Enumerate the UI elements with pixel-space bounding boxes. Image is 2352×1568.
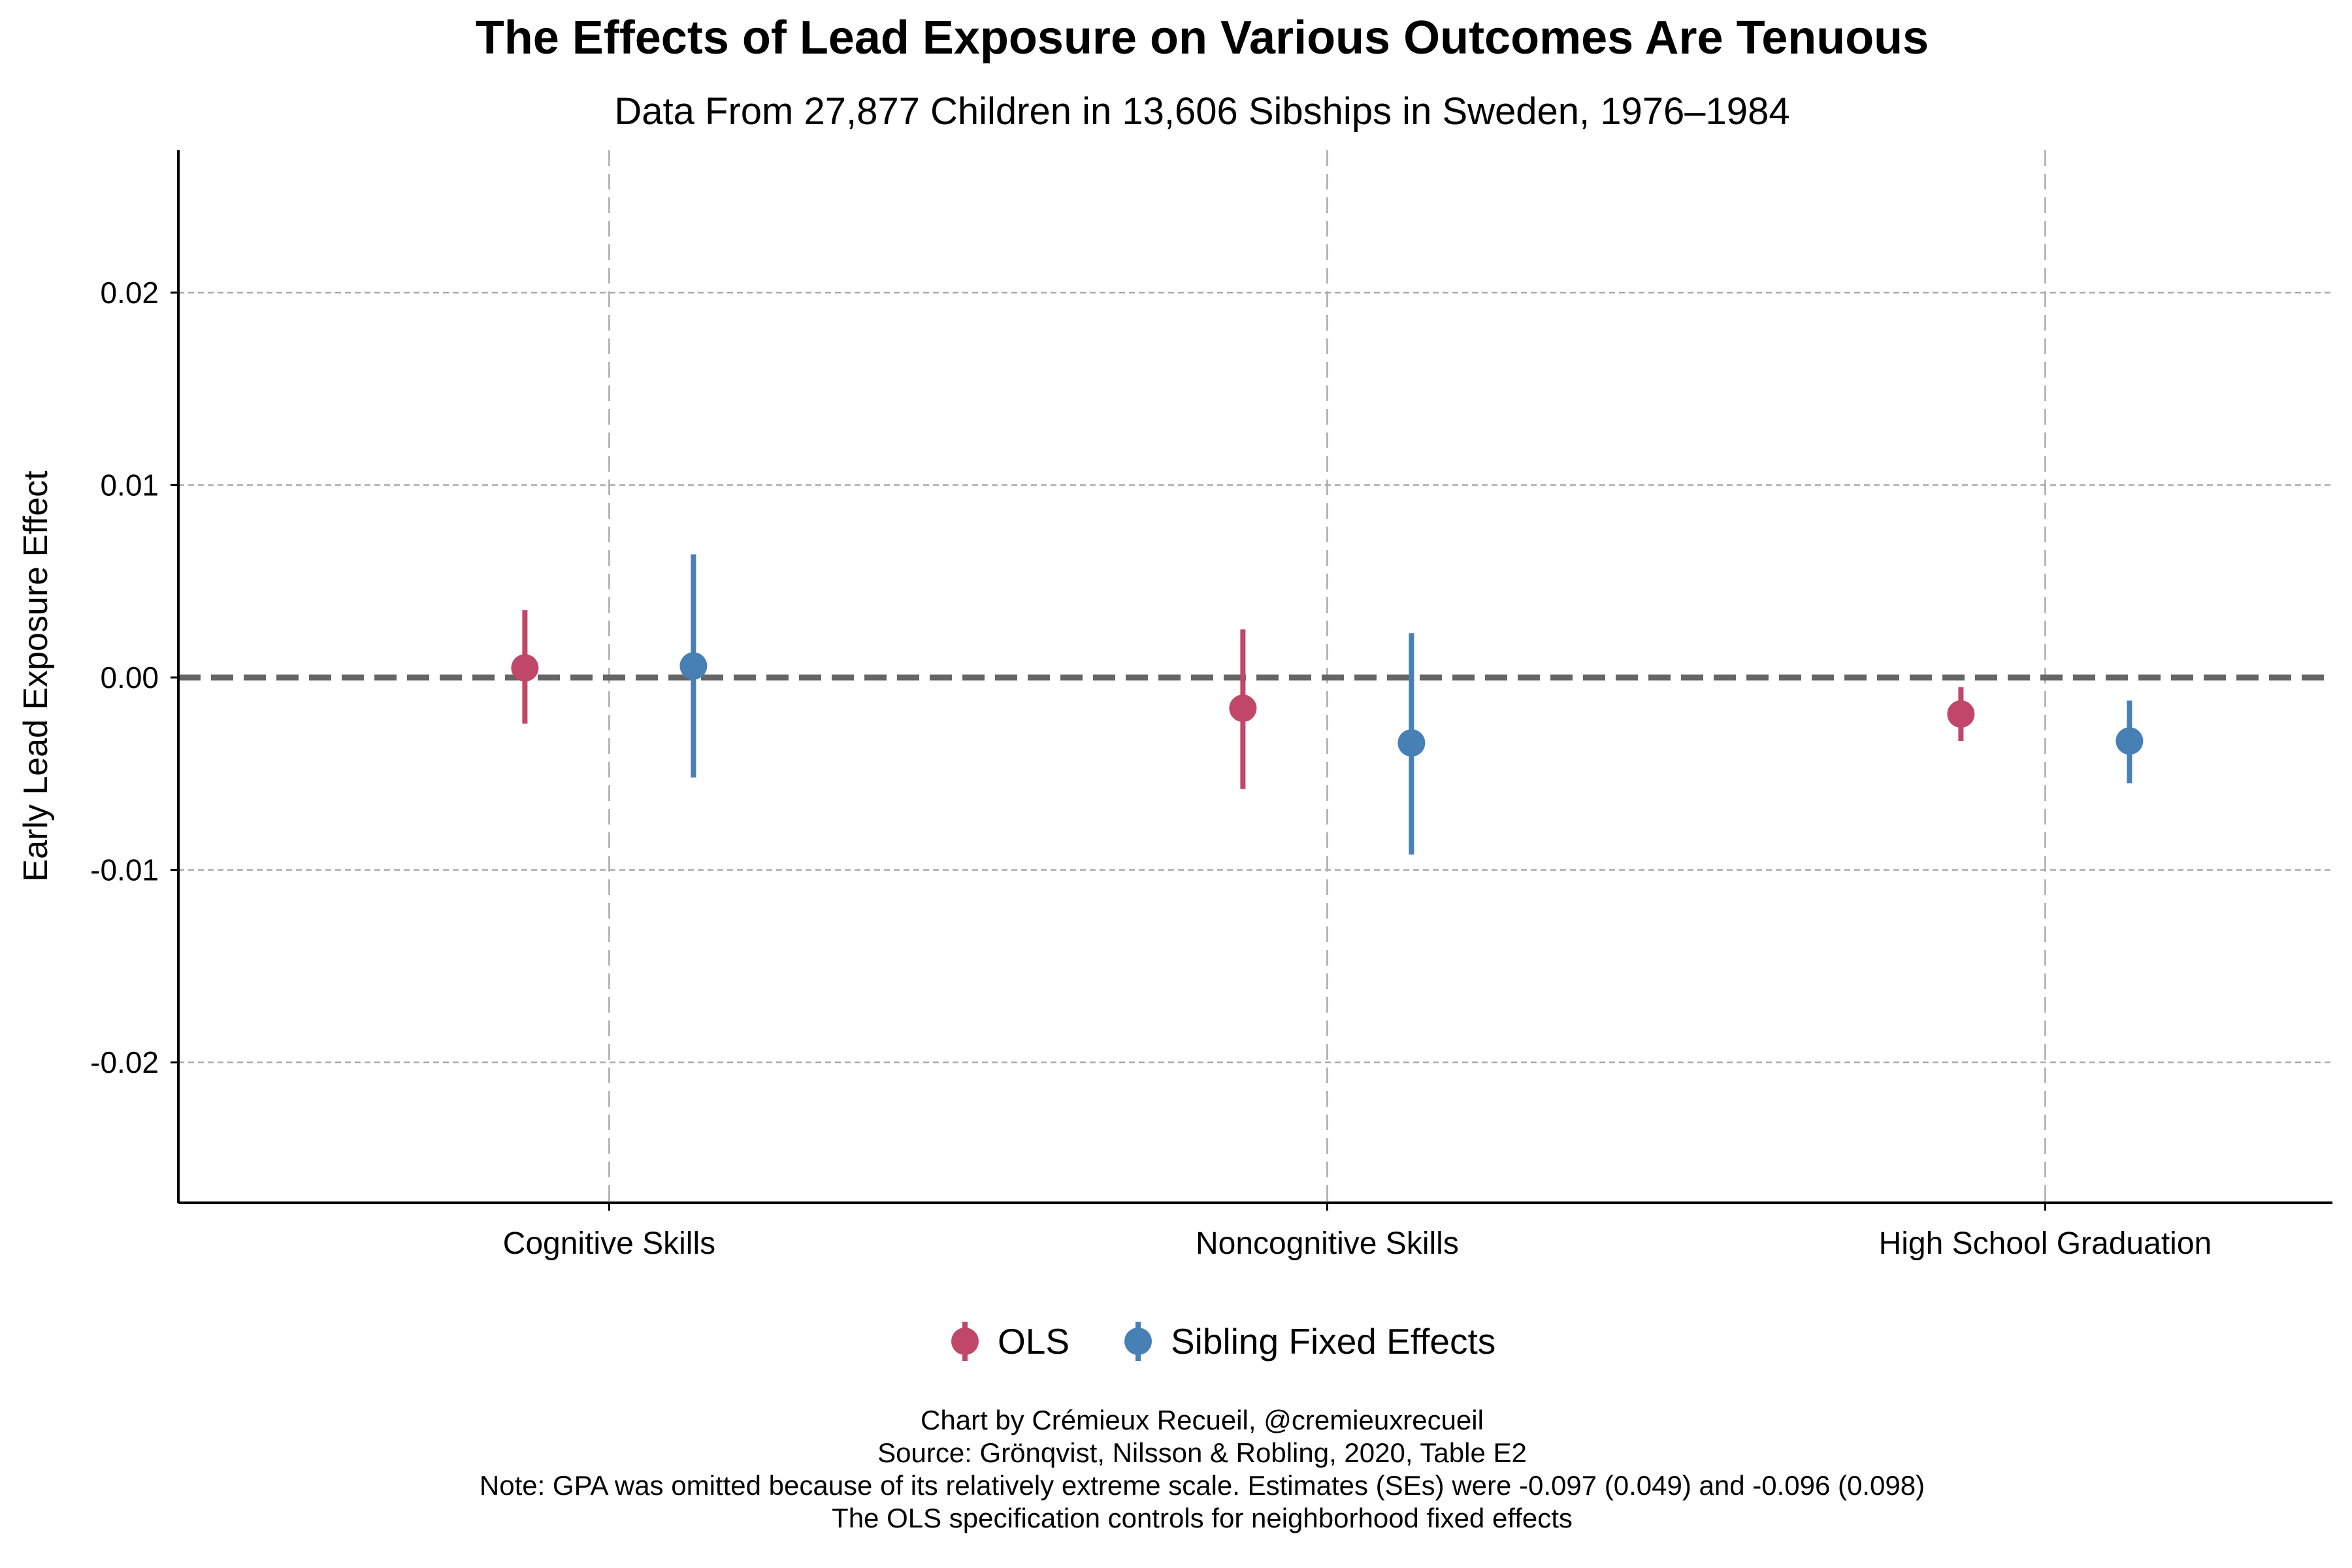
point-ols xyxy=(1947,700,1975,728)
y-tick-label: -0.01 xyxy=(90,853,159,887)
y-tick-label: 0.02 xyxy=(100,276,159,310)
chart-subtitle: Data From 27,877 Children in 13,606 Sibs… xyxy=(614,90,1789,133)
y-tick-label: 0.01 xyxy=(100,468,159,502)
point-sibling-fixed-effects xyxy=(2115,727,2144,755)
point-ols xyxy=(511,654,539,682)
y-tick-labels: -0.02 -0.01 0.00 0.01 0.02 xyxy=(90,276,159,1079)
chart-title: The Effects of Lead Exposure on Various … xyxy=(476,12,1929,64)
y-axis-label: Early Lead Exposure Effect xyxy=(17,470,55,882)
legend: OLS Sibling Fixed Effects xyxy=(951,1321,1495,1362)
point-sibling-fixed-effects xyxy=(679,652,708,680)
point-sibling-fixed-effects xyxy=(1397,729,1426,757)
footnote-line: The OLS specification controls for neigh… xyxy=(832,1503,1573,1533)
x-tick-labels: Cognitive Skills Noncognitive Skills High … xyxy=(503,1226,2212,1261)
data-marks xyxy=(511,554,2144,855)
footnotes: Chart by Crémieux Recueil, @cremieuxrecu… xyxy=(480,1405,1925,1533)
legend-label: Sibling Fixed Effects xyxy=(1171,1321,1495,1362)
legend-swatch-point xyxy=(951,1328,979,1355)
axes xyxy=(171,150,2332,1211)
footnote-line: Note: GPA was omitted because of its rel… xyxy=(480,1470,1925,1501)
y-tick-label: 0.00 xyxy=(100,661,159,694)
y-tick-label: -0.02 xyxy=(90,1045,159,1079)
footnote-line: Chart by Crémieux Recueil, @cremieuxrecu… xyxy=(921,1405,1484,1435)
x-tick-label: Noncognitive Skills xyxy=(1196,1226,1459,1261)
footnote-line: Source: Grönqvist, Nilsson & Robling, 20… xyxy=(877,1437,1527,1468)
legend-swatch-point xyxy=(1124,1328,1152,1355)
point-ols xyxy=(1229,694,1257,723)
x-tick-label: High School Graduation xyxy=(1879,1226,2212,1261)
legend-label: OLS xyxy=(998,1321,1070,1362)
x-tick-label: Cognitive Skills xyxy=(503,1226,715,1261)
